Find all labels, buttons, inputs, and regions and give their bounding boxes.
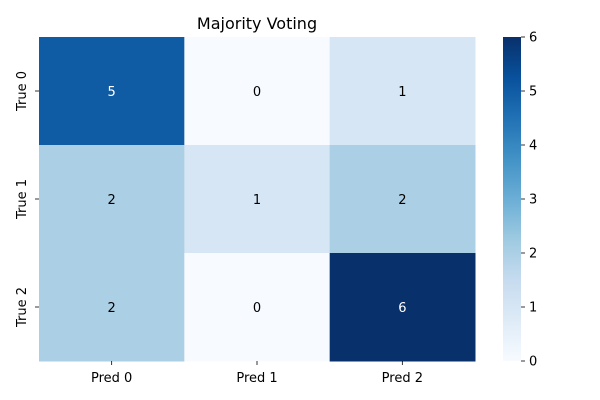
y-axis-ticks: True 0 True 1 True 2	[15, 71, 39, 328]
cell-value-label: 2	[398, 193, 406, 208]
heatmap-cells: 5 0 1 2 1 2 2 0 6	[39, 37, 476, 362]
x-tick-label: Pred 0	[91, 371, 132, 386]
x-tick-label: Pred 1	[236, 371, 277, 386]
x-axis-ticks: Pred 0 Pred 1 Pred 2	[91, 361, 423, 386]
colorbar-tick-label: 5	[529, 85, 537, 100]
heatmap-cell-r1-c1	[184, 145, 331, 254]
cell-value-label: 2	[108, 193, 116, 208]
cell-value-label: 5	[108, 85, 116, 100]
colorbar-tick-label: 2	[529, 247, 537, 262]
heatmap-cell-r0-c2	[329, 37, 476, 146]
heatmap-cell-r0-c1	[184, 37, 331, 146]
chart-title: Majority Voting	[197, 14, 317, 33]
heatmap-cell-r2-c2	[329, 253, 476, 362]
heatmap-cell-r2-c1	[184, 253, 331, 362]
cell-value-label: 0	[253, 301, 261, 316]
y-tick-label: True 0	[15, 71, 30, 112]
y-tick-label: True 2	[15, 287, 30, 328]
heatmap-cell-r0-c0	[39, 37, 185, 146]
cell-value-label: 6	[398, 301, 406, 316]
colorbar-tick-label: 4	[529, 139, 537, 154]
heatmap-cell-r1-c2	[329, 145, 476, 254]
colorbar-gradient	[503, 37, 521, 361]
y-tick-label: True 1	[15, 179, 30, 220]
cell-value-label: 1	[253, 193, 261, 208]
colorbar-tick-label: 1	[529, 301, 537, 316]
colorbar-tick-label: 3	[529, 193, 537, 208]
heatmap-cell-r2-c0	[39, 253, 185, 362]
colorbar: 0 1 2 3 4 5 6	[503, 31, 537, 370]
colorbar-tick-label: 0	[529, 355, 537, 370]
cell-value-label: 0	[253, 85, 261, 100]
colorbar-tick-label: 6	[529, 31, 537, 46]
x-tick-label: Pred 2	[382, 371, 423, 386]
cell-value-label: 2	[108, 301, 116, 316]
heatmap-cell-r1-c0	[39, 145, 185, 254]
cell-value-label: 1	[398, 85, 406, 100]
colorbar-ticks: 0 1 2 3 4 5 6	[521, 31, 537, 370]
